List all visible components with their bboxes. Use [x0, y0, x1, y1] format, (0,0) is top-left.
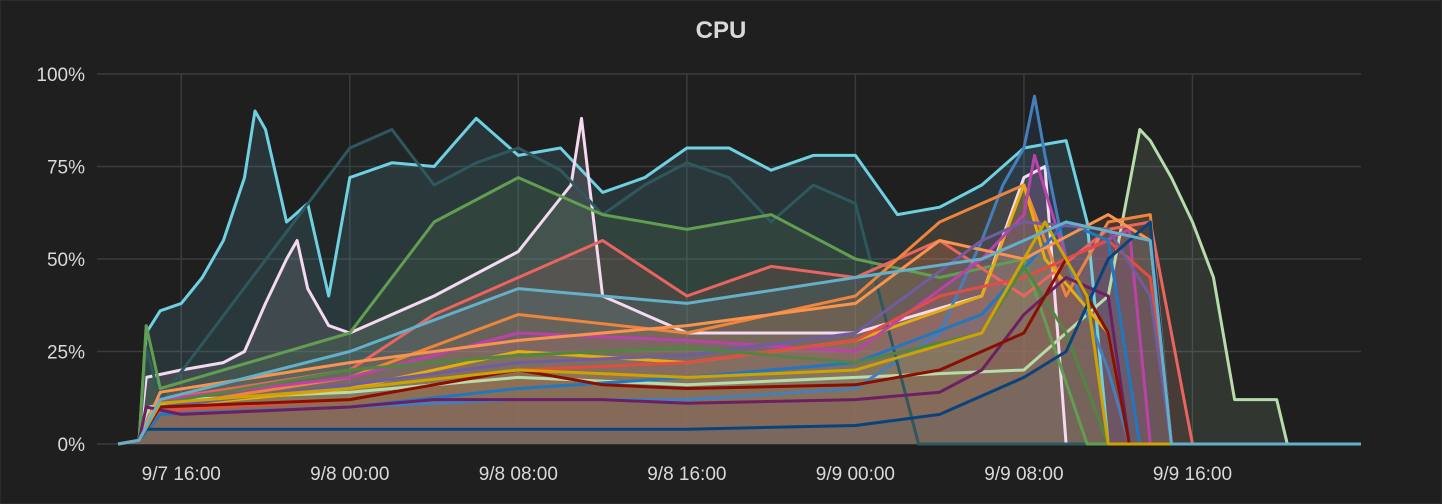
y-tick-label: 25%: [47, 343, 85, 364]
y-tick-label: 75%: [47, 158, 85, 179]
y-tick-label: 100%: [36, 65, 85, 86]
x-tick-label: 9/8 08:00: [479, 464, 558, 485]
series-line: [117, 176, 1361, 446]
series-line: [117, 220, 1361, 446]
x-tick-label: 9/9 08:00: [984, 464, 1063, 485]
series-area: [118, 177, 1362, 444]
series-area: [118, 222, 1362, 444]
x-tick-label: 9/9 00:00: [816, 464, 895, 485]
series-line: [117, 220, 1361, 446]
y-tick-label: 50%: [47, 250, 85, 271]
series-area: [118, 129, 1362, 444]
panel-title: CPU: [695, 17, 747, 44]
y-tick-label: 0%: [58, 435, 86, 456]
series-area: [118, 222, 1362, 444]
x-tick-label: 9/9 16:00: [1153, 464, 1232, 485]
series-line: [117, 109, 1361, 446]
x-tick-label: 9/8 16:00: [647, 464, 726, 485]
series-area: [118, 222, 1362, 444]
series-lines: [117, 94, 1361, 446]
x-tick-label: 9/7 16:00: [142, 464, 221, 485]
axis-labels: 100% 75% 50% 25% 0% 9/7 16:00 9/8 00:00 9/8 08:…: [36, 65, 1232, 485]
series-line: [117, 220, 1361, 446]
series-line: [117, 257, 1361, 446]
series-area: [118, 222, 1362, 444]
x-tick-label: 9/8 00:00: [310, 464, 389, 485]
series-line: [117, 220, 1361, 446]
series-area: [118, 129, 1362, 444]
